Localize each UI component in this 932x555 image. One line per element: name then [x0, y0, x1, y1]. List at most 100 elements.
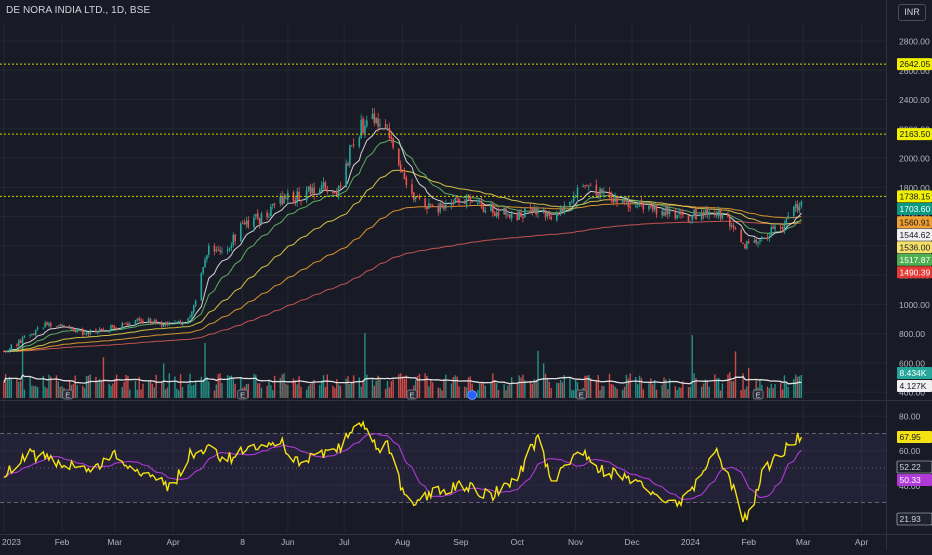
- candle: [149, 317, 152, 325]
- candle-body: [431, 205, 434, 207]
- volume-bar: [129, 389, 131, 398]
- volume-bar: [717, 377, 720, 398]
- volume-bar: [785, 382, 788, 398]
- volume-bar: [561, 382, 564, 398]
- candle: [256, 209, 259, 221]
- price-label-level: 2642.05: [897, 58, 932, 71]
- volume-bar: [319, 384, 321, 398]
- volume-bar: [702, 383, 705, 398]
- candle: [128, 321, 131, 329]
- volume-bar: [537, 350, 539, 398]
- candle-body: [217, 249, 220, 251]
- candle: [339, 181, 342, 190]
- time-tick-label: 2024: [681, 537, 700, 547]
- candle: [429, 203, 432, 208]
- candle-body: [616, 196, 618, 203]
- volume-bar: [732, 381, 735, 398]
- candle-body: [377, 118, 379, 127]
- volume-bar: [112, 383, 114, 398]
- currency-button[interactable]: INR: [898, 4, 926, 21]
- candle: [142, 318, 144, 324]
- candle: [347, 161, 349, 167]
- volume-bar: [168, 373, 170, 398]
- candle-body: [313, 187, 315, 195]
- volume-bar: [574, 379, 577, 398]
- candle-body: [676, 215, 678, 218]
- volume-bar: [616, 388, 618, 398]
- candle-body: [181, 323, 184, 325]
- candle: [366, 115, 368, 128]
- earnings-marker-label: E: [65, 391, 70, 400]
- candle: [270, 203, 272, 217]
- candle: [230, 242, 233, 252]
- candle: [76, 327, 78, 334]
- candle-body: [524, 208, 526, 218]
- candle-body: [68, 327, 71, 329]
- volume-bar: [520, 377, 522, 398]
- candle-body: [375, 117, 378, 124]
- time-tick-label: Jun: [281, 537, 295, 547]
- candle-body: [589, 185, 592, 186]
- volume-bar: [176, 388, 178, 398]
- candle-series: [2, 107, 803, 354]
- volume-bar: [482, 382, 485, 398]
- volume-bar: [213, 390, 216, 398]
- candle-body: [296, 191, 299, 203]
- last-volume-label: 8.434K: [897, 367, 932, 379]
- candle-body: [674, 210, 677, 219]
- candle-body: [384, 124, 387, 130]
- candle: [320, 181, 323, 192]
- earnings-marker: E: [62, 389, 74, 400]
- price-tick-label: 1000.00: [899, 300, 930, 310]
- volume-bar: [100, 381, 103, 398]
- volume-bar: [721, 383, 724, 398]
- price-label-box: [897, 58, 932, 71]
- volume-bar: [273, 375, 276, 398]
- candle-body: [405, 177, 408, 186]
- volume-bar: [783, 375, 786, 398]
- candle: [215, 246, 218, 253]
- volume-bar: [279, 377, 281, 398]
- candle-body: [192, 305, 195, 313]
- time-tick-label: Apr: [855, 537, 868, 547]
- volume-bar: [638, 375, 641, 398]
- candle-body: [95, 329, 97, 333]
- volume-bar: [415, 379, 417, 398]
- candle: [586, 184, 588, 187]
- candle: [761, 235, 763, 242]
- candle-body: [458, 198, 460, 203]
- candle: [112, 324, 114, 329]
- volume-bar: [399, 373, 402, 398]
- candle-body: [174, 322, 176, 324]
- volume-bar: [336, 379, 338, 398]
- candle-body: [311, 187, 314, 194]
- volume-bar: [334, 388, 336, 398]
- candle-body: [757, 242, 759, 244]
- candle-body: [108, 330, 110, 332]
- candle: [100, 328, 103, 332]
- candle: [798, 202, 801, 214]
- candle-body: [603, 191, 605, 194]
- candle-body: [510, 213, 513, 219]
- candle-body: [121, 323, 124, 329]
- volume-bar: [463, 386, 466, 398]
- candle-body: [774, 226, 776, 230]
- volume-bar: [234, 383, 236, 398]
- candle-body: [721, 214, 724, 219]
- rsi-ma-line: [3, 432, 802, 500]
- volume-bar: [612, 384, 614, 398]
- volume-bar: [232, 378, 234, 398]
- price-tick-label: 2000.00: [899, 154, 930, 164]
- candle: [83, 332, 86, 335]
- candle: [772, 224, 774, 230]
- candle-body: [138, 318, 141, 320]
- volume-bar: [134, 380, 137, 398]
- volume-bar: [23, 389, 26, 398]
- candle-body: [305, 190, 308, 201]
- candle-body: [477, 202, 479, 204]
- candle: [727, 211, 729, 219]
- candle-body: [463, 203, 466, 204]
- candle: [390, 130, 393, 144]
- candle-body: [556, 213, 558, 221]
